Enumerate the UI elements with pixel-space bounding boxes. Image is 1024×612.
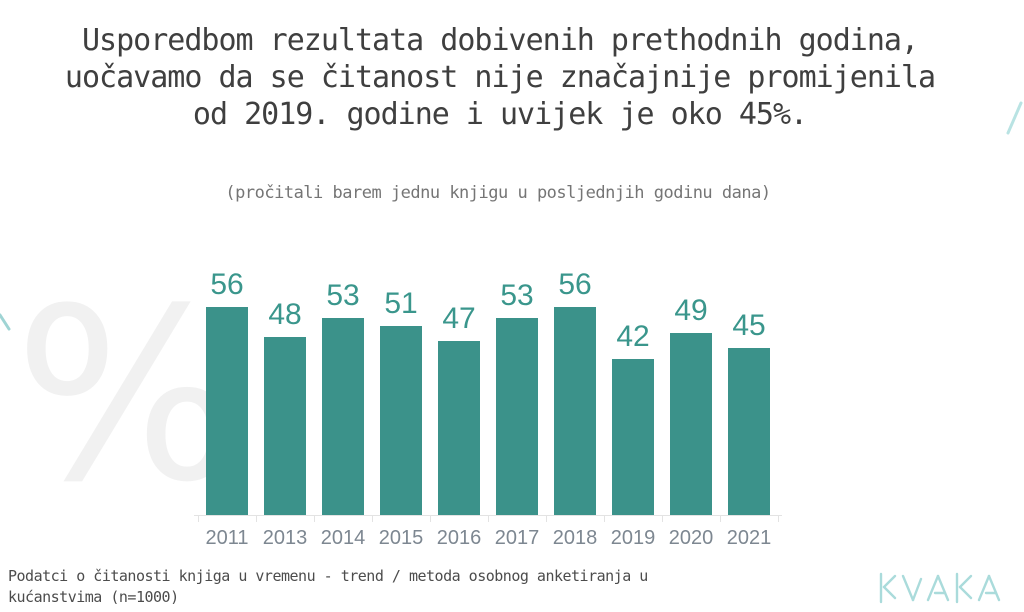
slide-title-line-2: uočavamo da se čitanost nije značajnije … [64,60,936,95]
bar-column: 49 [662,296,720,515]
x-axis-label: 2018 [552,527,598,549]
x-axis-tick [778,516,779,522]
bar-value-label: 56 [558,268,592,301]
bar [728,348,770,515]
bar-value-label: 53 [326,279,360,312]
bar-value-label: 56 [210,268,244,301]
x-axis-tick [488,516,489,522]
bar-value-label: 42 [616,320,650,353]
bar [554,307,596,515]
bar [496,318,538,515]
x-axis-label: 2020 [668,527,714,549]
bar-column: 42 [604,322,662,515]
x-axis-label: 2021 [726,527,772,549]
x-axis-label: 2013 [262,527,308,549]
bar-value-label: 49 [674,294,708,327]
x-axis-tick [604,516,605,522]
bar [612,359,654,515]
x-axis-tick [430,516,431,522]
slide-subtitle: (pročitali barem jednu knjigu u posljedn… [225,183,771,203]
bar [206,307,248,515]
bar [322,318,364,515]
bar-value-label: 47 [442,302,476,335]
x-axis-label: 2015 [378,527,424,549]
bar-value-label: 48 [268,298,302,331]
slide-title-line-1: Usporedbom rezultata dobivenih prethodni… [81,23,919,58]
bar-value-label: 53 [500,279,534,312]
bar-column: 51 [372,289,430,515]
bar-plot: 56 48 53 51 47 53 56 42 49 45 [198,250,778,515]
bar [438,341,480,515]
x-axis-tick [662,516,663,522]
source-footnote: Podatci o čitanosti knjiga u vremenu - t… [8,567,648,606]
bar-column: 56 [198,270,256,515]
top-right-diagonal-line [1006,101,1023,135]
bar-column: 45 [720,311,778,515]
x-axis-label: 2011 [205,527,249,549]
bar-value-label: 51 [384,287,418,320]
slide-title: Usporedbom rezultata dobivenih prethodni… [0,22,1000,133]
bar [670,333,712,515]
slide-title-line-3: od 2019. godine i uvijek je oko 45%. [192,97,808,132]
x-axis-tick [256,516,257,522]
x-axis-tick [372,516,373,522]
bar-value-label: 45 [732,309,766,342]
bar [264,337,306,515]
bar-column: 53 [488,281,546,515]
x-axis-tick [546,516,547,522]
bar-column: 48 [256,300,314,515]
x-axis [194,515,782,522]
bar-column: 47 [430,304,488,515]
x-axis-tick [198,516,199,522]
x-axis-tick [314,516,315,522]
x-axis-label: 2014 [320,527,366,549]
x-axis-label: 2019 [610,527,656,549]
x-axis-labels: 2011 2013 2014 2015 2016 2017 2018 2019 2020 2021 [198,527,778,550]
left-edge-diagonal-line [0,313,11,331]
bar-column: 53 [314,281,372,515]
x-axis-tick [720,516,721,522]
x-axis-label: 2017 [494,527,540,549]
kvaka-logo-icon [879,572,1001,604]
percent-watermark: % [14,258,241,535]
kvaka-logo [876,567,1008,612]
x-axis-label: 2016 [436,527,482,549]
bar-column: 56 [546,270,604,515]
bar [380,326,422,515]
